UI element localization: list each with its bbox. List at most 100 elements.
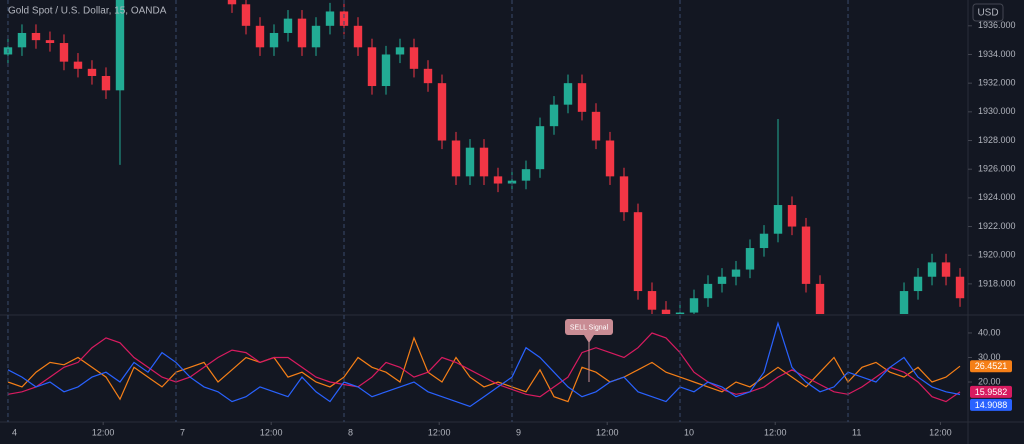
x-tick-label: 10 — [684, 427, 694, 437]
y-tick-label: 20.00 — [978, 376, 1001, 386]
x-tick-label: 12:00 — [92, 427, 115, 437]
value-tag — [970, 398, 1012, 411]
annotation-label: SELL Signal — [570, 324, 609, 331]
candle-body — [465, 147, 475, 177]
y-tick-label: 1920.000 — [978, 250, 1016, 260]
x-tick-label: 11 — [852, 427, 861, 437]
annotation-arrow — [584, 335, 595, 343]
candle-body — [955, 276, 965, 299]
y-tick-label: 1932.000 — [978, 78, 1016, 88]
candle-body — [437, 83, 447, 141]
candle-body — [759, 233, 769, 249]
currency-label[interactable]: USD — [977, 8, 998, 19]
candle-body — [381, 54, 391, 87]
candle-body — [339, 11, 349, 26]
price-pane — [3, 0, 965, 314]
axes: 1918.000 1920.000 1922.000 1924.000 1926.000… — [12, 20, 1016, 437]
x-tick-label: 7 — [180, 427, 185, 437]
y-tick-label: 30.00 — [978, 352, 1001, 362]
x-tick-label: 8 — [348, 427, 353, 437]
y-tick-label: 1930.000 — [978, 106, 1016, 116]
candle-body — [255, 25, 265, 48]
candle-body — [73, 61, 83, 69]
candle-body — [423, 68, 433, 84]
candle-body — [801, 226, 811, 284]
candle-body — [745, 248, 755, 270]
candle-body — [101, 75, 111, 91]
candle-body — [563, 83, 573, 105]
candle-body — [619, 176, 629, 213]
x-tick-label: 12:00 — [596, 427, 619, 437]
candle-body — [409, 47, 419, 69]
x-tick-label: 4 — [12, 427, 17, 437]
candle-body — [941, 262, 951, 277]
y-tick-label: 40.00 — [978, 327, 1001, 337]
candle-body — [913, 276, 923, 292]
candle-body — [661, 309, 671, 314]
candle-body — [535, 126, 545, 170]
candle-body — [269, 32, 279, 48]
candle-body — [367, 47, 377, 87]
currency-box[interactable] — [972, 3, 1004, 22]
indicator-pane — [7, 321, 961, 408]
candle-body — [297, 18, 307, 48]
indicator-line — [7, 332, 961, 403]
value-tag — [970, 360, 1012, 373]
y-tick-label: 1926.000 — [978, 164, 1016, 174]
indicator-line — [7, 321, 961, 408]
indicator-line — [7, 336, 961, 403]
candle-body — [479, 147, 489, 177]
candle-body — [17, 32, 27, 48]
candle-body — [227, 0, 237, 5]
y-tick-label: 1922.000 — [978, 221, 1016, 231]
y-tick-label: 1936.000 — [978, 20, 1016, 30]
x-tick-label: 12:00 — [929, 427, 952, 437]
candle-body — [675, 312, 685, 314]
candle-body — [927, 262, 937, 277]
annotation-box — [565, 319, 614, 335]
value-tag — [970, 385, 1012, 398]
candle-body — [115, 0, 125, 91]
x-tick-label: 12:00 — [428, 427, 451, 437]
candle-body — [451, 140, 461, 177]
candle-body — [633, 212, 643, 292]
candle-body — [787, 205, 797, 227]
y-tick-label: 1934.000 — [978, 49, 1016, 59]
candle-body — [591, 111, 601, 141]
candle-body — [605, 140, 615, 177]
candle-body — [717, 276, 727, 284]
candle-body — [731, 269, 741, 277]
candle-body — [87, 68, 97, 76]
candle-body — [815, 283, 825, 314]
candle-body — [325, 11, 335, 26]
candle-body — [689, 298, 699, 313]
value-tag-label: 15.9582 — [975, 387, 1008, 397]
candle-body — [59, 43, 69, 62]
value-tag-label: 14.9088 — [975, 400, 1008, 410]
chart-title: Gold Spot / U.S. Dollar, 15, OANDA — [8, 6, 167, 17]
candle-body — [45, 40, 55, 44]
candle-body — [395, 47, 405, 55]
candle-body — [311, 25, 321, 48]
candle-body — [353, 25, 363, 48]
x-tick-label: 9 — [516, 427, 521, 437]
candle-body — [493, 176, 503, 184]
candle-body — [283, 18, 293, 33]
value-tag-label: 26.4521 — [975, 361, 1008, 371]
candle-body — [241, 4, 251, 26]
x-tick-label: 12:00 — [764, 427, 787, 437]
candle-body — [647, 291, 657, 310]
candle-body — [549, 104, 559, 127]
candle-body — [31, 32, 41, 41]
candle-body — [703, 283, 713, 299]
candle-body — [899, 291, 909, 314]
x-tick-label: 12:00 — [260, 427, 283, 437]
candle-body — [577, 83, 587, 112]
candle-body — [521, 169, 531, 181]
y-tick-label: 1928.000 — [978, 135, 1016, 145]
y-tick-label: 1924.000 — [978, 192, 1016, 202]
y-tick-label: 1918.000 — [978, 278, 1016, 288]
candle-body — [773, 205, 783, 234]
